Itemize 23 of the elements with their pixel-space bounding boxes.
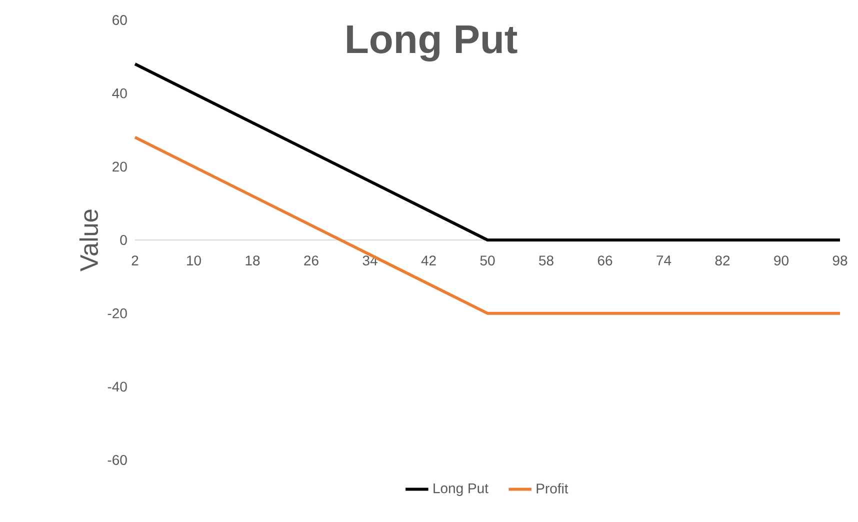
y-tick-label: 0 (120, 235, 127, 245)
legend-label: Long Put (434, 483, 488, 496)
x-tick-label: 2 (132, 256, 138, 266)
x-tick-label: 98 (832, 256, 848, 266)
y-tick-label: -20 (108, 308, 127, 318)
x-tick-label: 26 (304, 256, 318, 266)
x-tick-label: 18 (246, 256, 260, 266)
chart-title: Long Put (347, 26, 518, 62)
x-tick-label: 50 (480, 256, 495, 266)
x-tick-label: 66 (598, 256, 612, 266)
x-tick-label: 74 (656, 256, 672, 266)
y-axis-title: Value (79, 210, 98, 272)
legend-label: Profit (536, 483, 568, 494)
y-tick-label: 20 (112, 162, 127, 172)
x-tick-label: 90 (774, 256, 788, 266)
x-tick-label: 10 (187, 256, 201, 266)
y-tick-label: 40 (112, 88, 127, 98)
x-tick-label: 82 (715, 256, 730, 266)
y-tick-label: -60 (108, 455, 127, 465)
x-tick-label: 42 (421, 256, 436, 266)
x-tick-label: 58 (539, 256, 554, 266)
y-tick-label: -40 (108, 382, 127, 392)
y-tick-label: 60 (112, 15, 127, 25)
